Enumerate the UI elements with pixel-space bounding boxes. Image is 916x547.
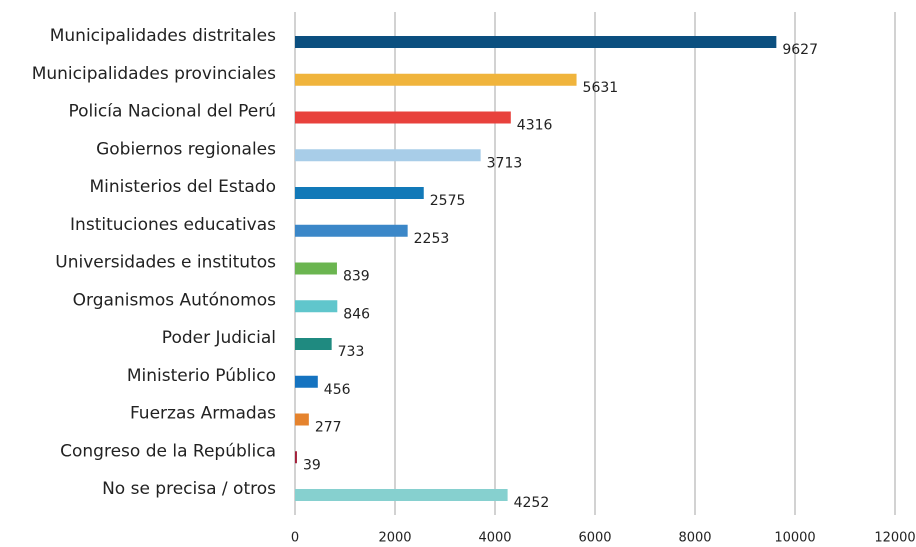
category-label: Poder Judicial [162,328,276,348]
x-tick-label: 4000 [478,531,511,546]
bar [295,338,332,350]
category-label: Gobiernos regionales [96,139,276,159]
bar [295,187,424,199]
bar [295,489,508,501]
value-label: 39 [303,457,321,473]
value-label: 277 [315,420,342,436]
bar [295,149,481,162]
value-label: 2253 [414,231,450,247]
bar [295,300,338,313]
value-label: 846 [343,306,370,322]
value-label: 3713 [487,155,523,171]
value-label: 9627 [782,42,818,58]
value-label: 5631 [583,80,619,96]
bar [295,36,777,48]
x-tick-label: 0 [291,531,299,546]
bar [295,413,309,426]
category-label: Municipalidades distritales [50,26,276,46]
x-tick-label: 6000 [578,531,611,546]
bar [295,451,297,464]
bar [295,375,318,388]
category-label: Municipalidades provinciales [32,64,276,84]
x-tick-label: 12000 [874,531,915,546]
value-label: 2575 [430,193,466,209]
category-label: Organismos Autónomos [73,290,276,310]
bar [295,262,337,275]
x-tick-label: 10000 [774,531,815,546]
category-label: Instituciones educativas [70,215,276,235]
category-label: No se precisa / otros [102,479,276,499]
bar [295,73,577,86]
value-label: 4316 [517,118,553,134]
bar [295,111,511,124]
x-tick-label: 8000 [678,531,711,546]
category-label: Ministerio Público [127,366,276,386]
x-tick-label: 2000 [378,531,411,546]
value-label: 456 [324,382,351,398]
value-label: 733 [338,344,365,360]
value-label: 4252 [514,495,550,511]
value-label: 839 [343,269,370,285]
category-label: Congreso de la República [60,441,276,461]
category-label: Policía Nacional del Perú [68,102,276,122]
bar [295,224,408,237]
category-label: Universidades e institutos [55,253,276,273]
category-label: Fuerzas Armadas [130,404,276,424]
category-label: Ministerios del Estado [90,177,277,197]
